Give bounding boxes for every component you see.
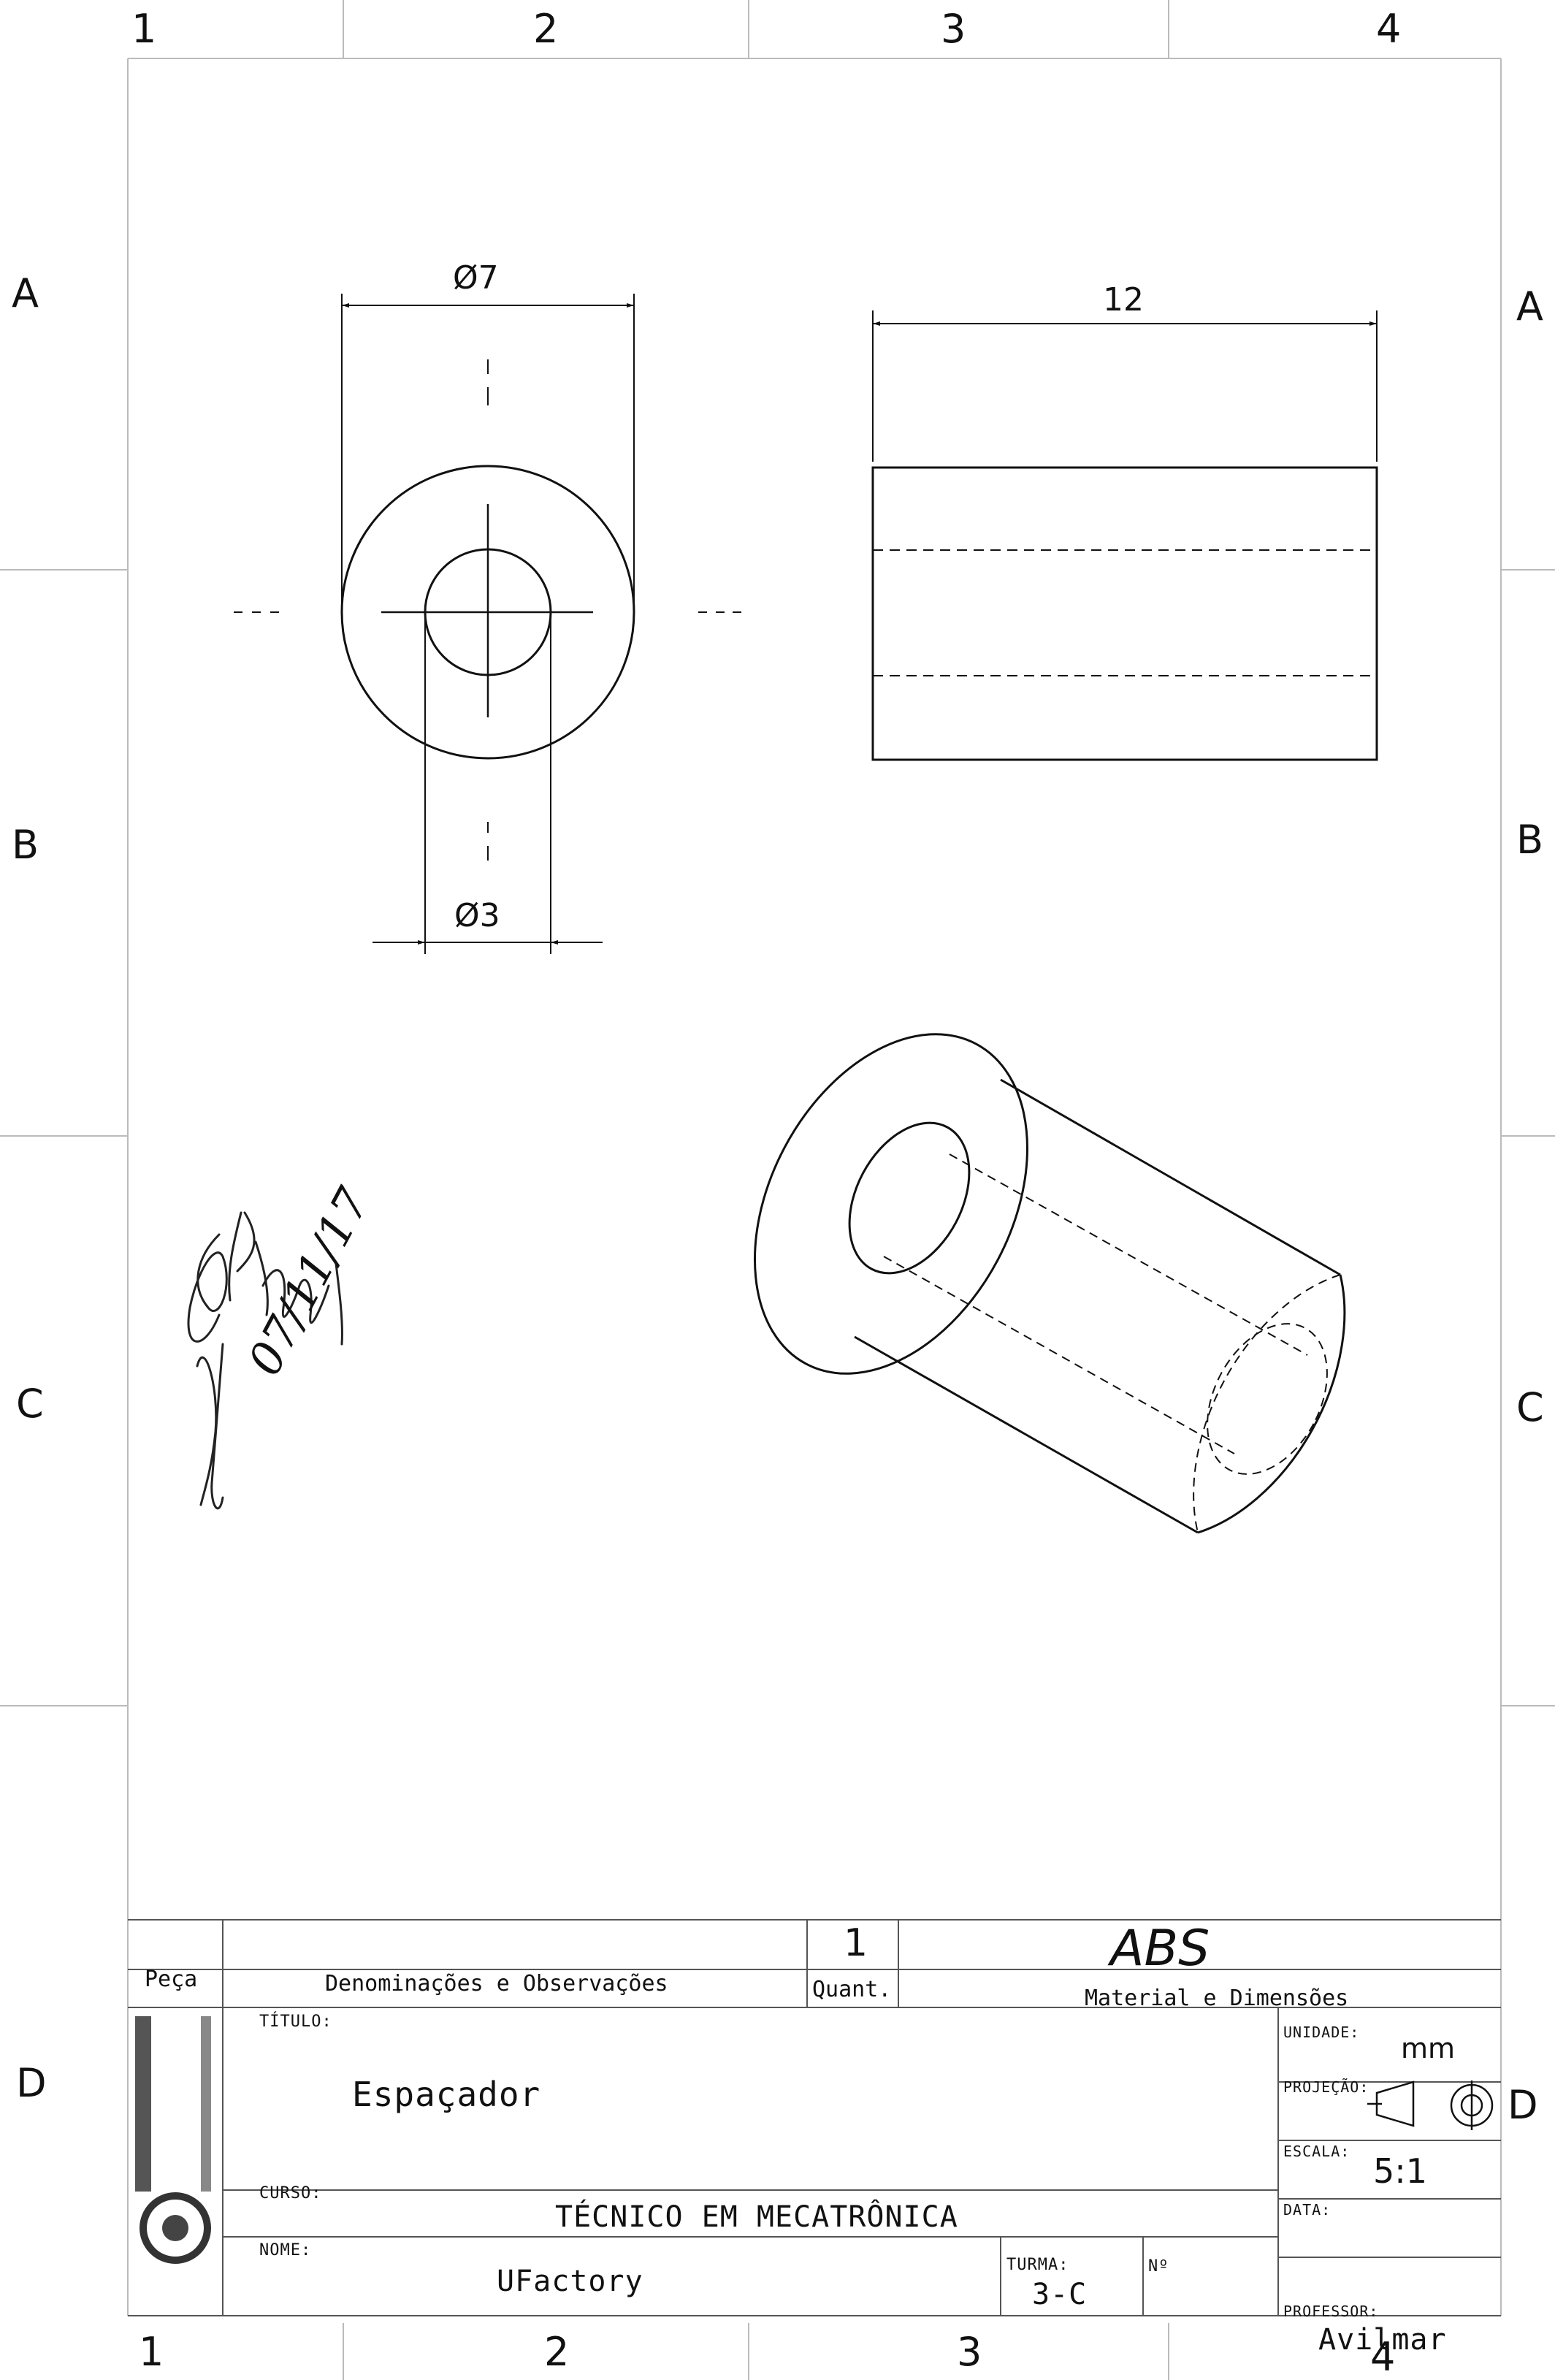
professor-value: Avilmar	[1318, 2323, 1447, 2357]
titulo-label: TÍTULO:	[259, 2013, 332, 2031]
peca-label: Peça	[145, 1967, 198, 1992]
row-marker-d-right: D	[1508, 2082, 1538, 2128]
column-marker-1-bottom: 1	[139, 2329, 164, 2375]
inner-diameter-label: Ø3	[454, 897, 500, 934]
column-marker-2-top: 2	[533, 6, 559, 52]
curso-label: CURSO:	[259, 2184, 322, 2202]
nome-value: UFactory	[497, 2265, 643, 2298]
column-marker-2-bottom: 2	[544, 2329, 570, 2375]
row-marker-a-right: A	[1516, 283, 1543, 329]
outer-diameter-label: Ø7	[453, 259, 499, 297]
row-marker-c-right: C	[1516, 1384, 1544, 1430]
side-view	[871, 310, 1378, 761]
iso-back-outer-visible	[1197, 1274, 1346, 1534]
quantity-value: 1	[844, 1921, 868, 1965]
denominacoes-label: Denominações e Observações	[325, 1971, 668, 1996]
row-marker-b-left: B	[12, 822, 39, 868]
front-view	[234, 294, 741, 954]
column-marker-4-bottom: 4	[1370, 2334, 1396, 2380]
turma-value: 3-C	[1032, 2278, 1088, 2311]
column-marker-1-top: 1	[131, 6, 157, 52]
quant-label: Quant.	[812, 1977, 892, 2002]
signature-scribble	[187, 1211, 343, 1510]
material-value: ABS	[1110, 1920, 1210, 1977]
dimension-inner-diameter	[372, 612, 603, 954]
dimension-outer-diameter	[341, 294, 635, 612]
turma-label: TURMA:	[1006, 2256, 1069, 2274]
iso-hidden-edge-bottom	[883, 1256, 1235, 1454]
iso-edge-bottom	[854, 1335, 1199, 1534]
data-label: DATA:	[1283, 2201, 1332, 2219]
numero-label: Nº	[1148, 2257, 1169, 2276]
nome-label: NOME:	[259, 2241, 312, 2259]
professor-label: PROFESSOR:	[1283, 2303, 1379, 2320]
iso-front-outer	[754, 1033, 1028, 1375]
escala-value: 5:1	[1373, 2151, 1428, 2191]
dimension-length	[872, 310, 1378, 462]
curso-value: TÉCNICO EM MECATRÔNICA	[555, 2200, 958, 2234]
row-marker-d-left: D	[16, 2060, 47, 2106]
escala-label: ESCALA:	[1283, 2143, 1350, 2160]
column-marker-3-top: 3	[941, 6, 966, 52]
iso-back-outer-hidden	[1193, 1274, 1341, 1533]
title-block	[128, 1919, 1501, 2316]
row-marker-a-left: A	[12, 270, 39, 316]
center-dashes	[234, 359, 741, 861]
column-marker-4-top: 4	[1376, 6, 1402, 52]
length-label: 12	[1103, 281, 1144, 319]
projection-symbol	[1367, 2080, 1494, 2130]
side-view-outline	[871, 466, 1378, 761]
row-marker-c-left: C	[16, 1381, 44, 1427]
logo	[135, 2016, 211, 2264]
column-marker-3-bottom: 3	[957, 2329, 982, 2375]
iso-back-inner-hidden	[1207, 1323, 1328, 1475]
unidade-label: UNIDADE:	[1283, 2024, 1360, 2041]
iso-hidden-edge-top	[949, 1153, 1308, 1356]
isometric-view	[754, 1033, 1346, 1534]
row-marker-b-right: B	[1516, 817, 1544, 863]
material-label: Material e Dimensões	[1085, 1986, 1349, 2011]
titulo-value: Espaçador	[352, 2075, 541, 2114]
iso-front-inner	[848, 1121, 971, 1275]
unidade-value: mm	[1401, 2032, 1456, 2064]
iso-edge-top	[1000, 1078, 1341, 1276]
projecao-label: PROJEÇÃO:	[1283, 2078, 1369, 2096]
